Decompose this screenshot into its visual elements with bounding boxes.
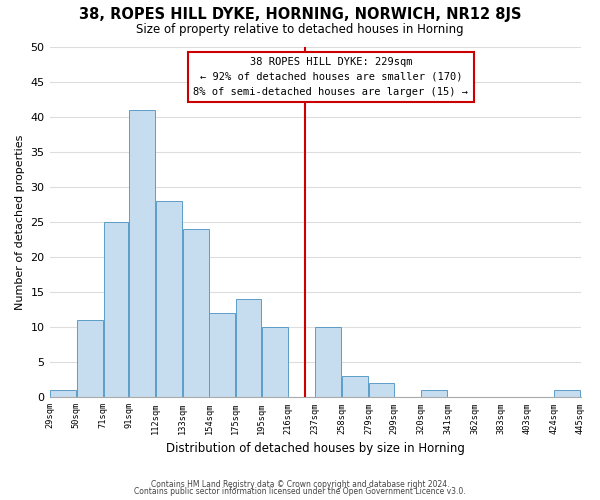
Bar [342,376,368,398]
Bar [421,390,448,398]
Bar [50,390,76,398]
Text: 38 ROPES HILL DYKE: 229sqm
← 92% of detached houses are smaller (170)
8% of semi: 38 ROPES HILL DYKE: 229sqm ← 92% of deta… [193,57,469,96]
Text: Size of property relative to detached houses in Horning: Size of property relative to detached ho… [136,22,464,36]
Bar [77,320,103,398]
Bar [209,313,235,398]
Bar [156,201,182,398]
X-axis label: Distribution of detached houses by size in Horning: Distribution of detached houses by size … [166,442,464,455]
Bar [554,390,580,398]
Bar [104,222,128,398]
Bar [369,384,394,398]
Bar [236,299,261,398]
Bar [316,327,341,398]
Text: Contains public sector information licensed under the Open Government Licence v3: Contains public sector information licen… [134,487,466,496]
Text: Contains HM Land Registry data © Crown copyright and database right 2024.: Contains HM Land Registry data © Crown c… [151,480,449,489]
Bar [262,327,288,398]
Y-axis label: Number of detached properties: Number of detached properties [15,134,25,310]
Text: 38, ROPES HILL DYKE, HORNING, NORWICH, NR12 8JS: 38, ROPES HILL DYKE, HORNING, NORWICH, N… [79,8,521,22]
Bar [182,229,209,398]
Bar [129,110,155,398]
